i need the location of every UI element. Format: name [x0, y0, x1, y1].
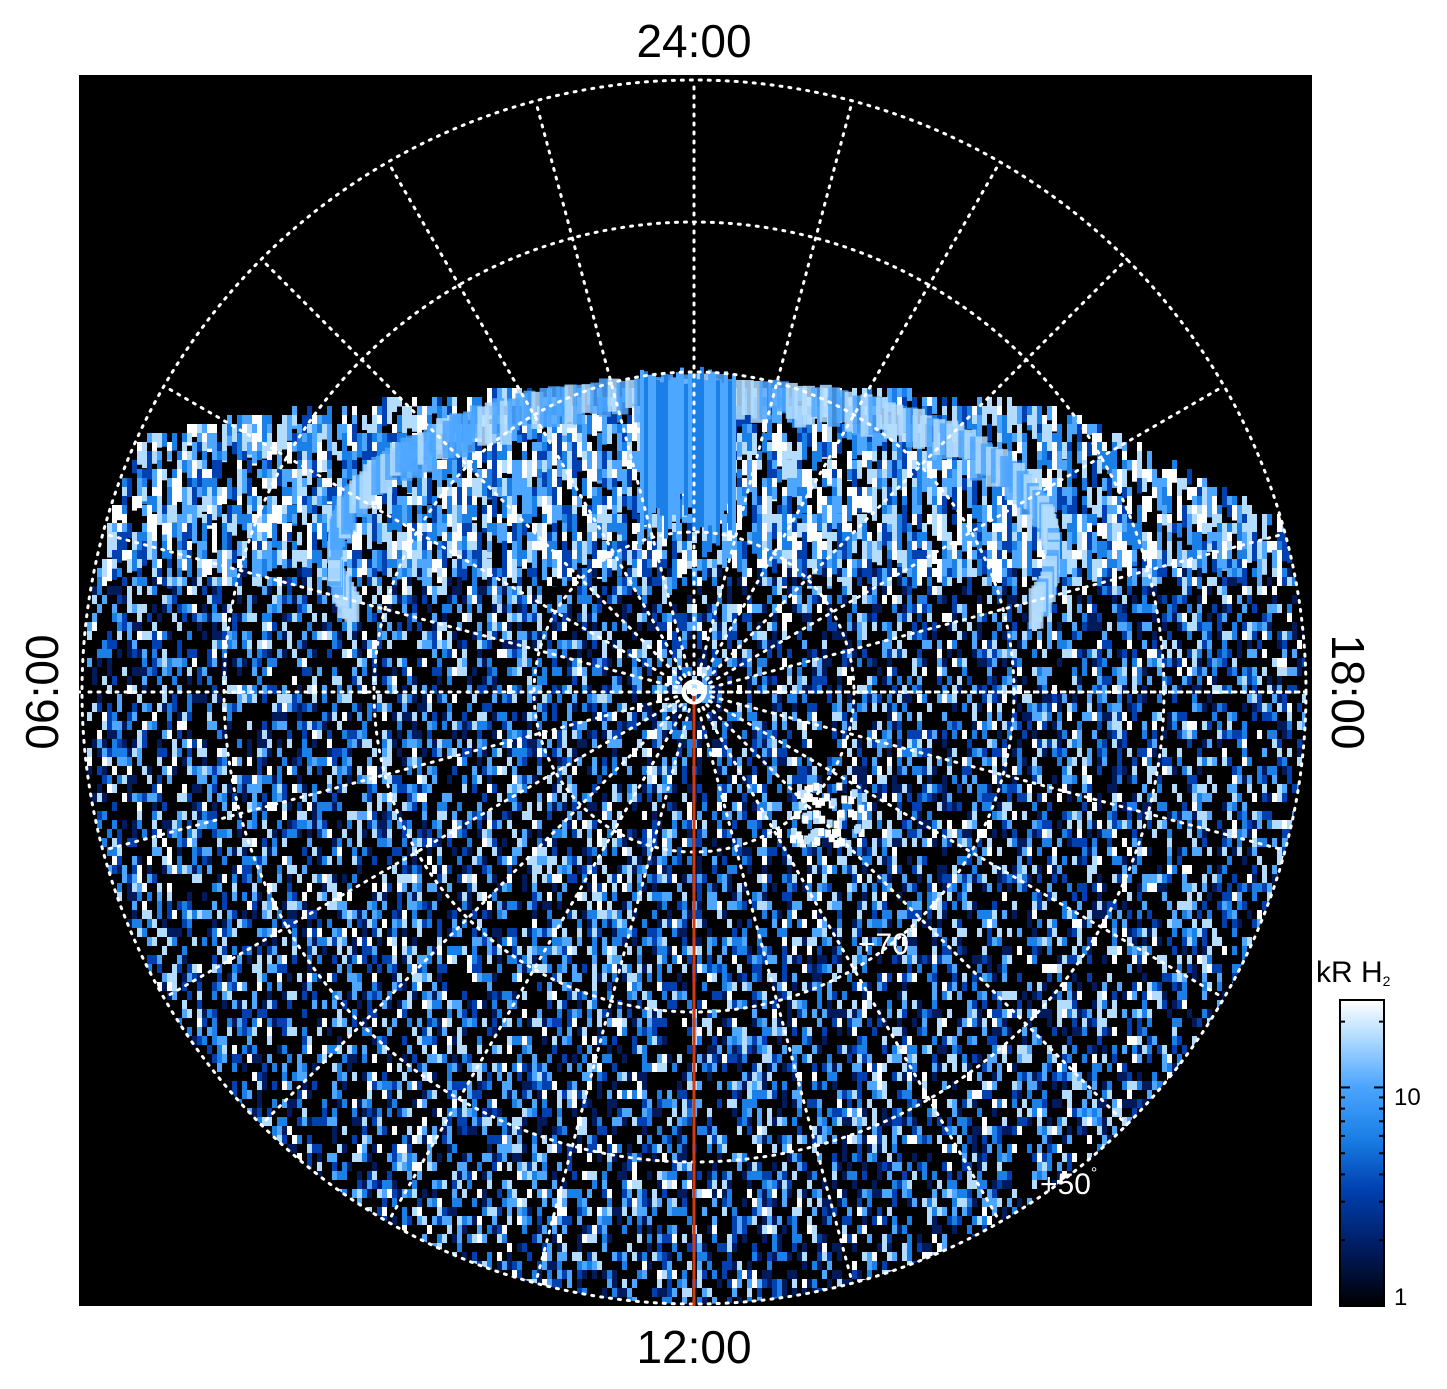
local-time-label-bottom: 12:00 [636, 1324, 751, 1370]
local-time-label-right: 18:00 [1325, 634, 1371, 749]
pole-marker-inner [690, 688, 698, 696]
latitude-label-50: +50° [1040, 1170, 1097, 1200]
colorbar [1340, 1000, 1384, 1306]
colorbar-tick-label: 1 [1394, 1286, 1407, 1310]
local-time-label-top: 24:00 [636, 18, 751, 64]
degree-symbol: ° [909, 925, 915, 942]
colorbar-title: kR H2 [1316, 958, 1390, 988]
colorbar-tick-label: 10 [1394, 1086, 1421, 1110]
colorbar-title-main: kR H [1316, 956, 1383, 989]
local-time-label-left: 06:00 [19, 634, 65, 749]
colorbar-title-subscript: 2 [1383, 973, 1391, 989]
latitude-label-70-value: +70 [858, 928, 909, 961]
latitude-label-70: +70° [858, 930, 915, 960]
latitude-label-50-value: +50 [1040, 1168, 1091, 1201]
degree-symbol: ° [1091, 1165, 1097, 1182]
